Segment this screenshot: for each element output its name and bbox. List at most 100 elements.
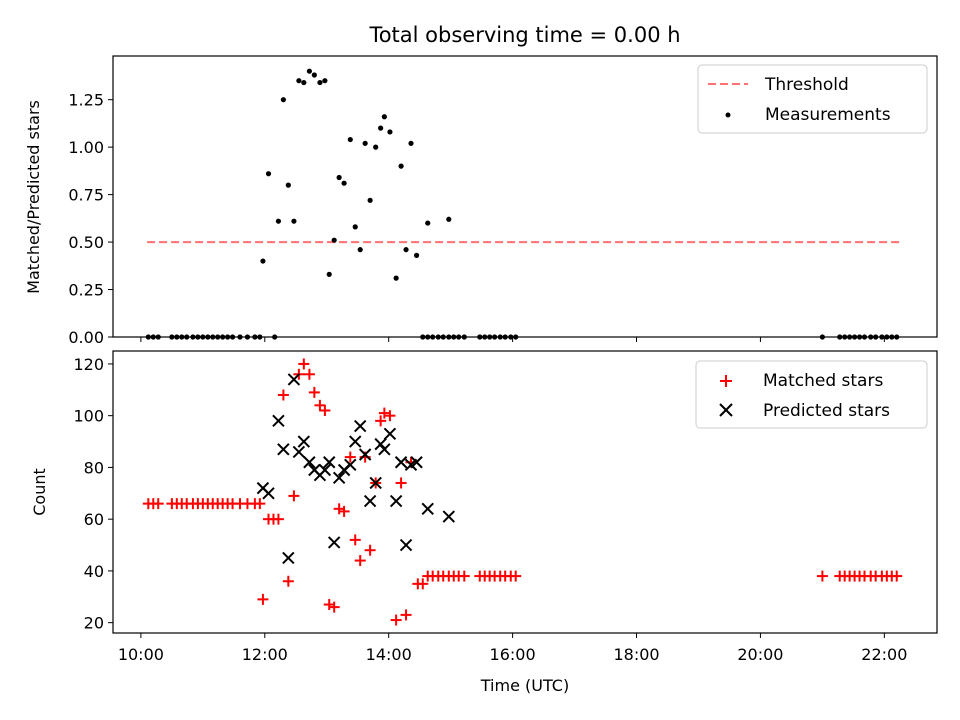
bottom-y-axis-label: Count xyxy=(30,468,49,516)
predicted-star-point xyxy=(399,538,413,552)
predicted-star-point xyxy=(383,427,397,440)
measurement-point xyxy=(398,163,404,169)
measurement-point xyxy=(296,78,302,84)
bottom-y-axis: 20 40 60 80 100 120 xyxy=(73,355,113,633)
measurement-point xyxy=(408,140,414,146)
measurement-point xyxy=(317,79,323,86)
predicted-star-point xyxy=(344,458,357,472)
measurement-point xyxy=(352,224,358,230)
predicted-star-point xyxy=(358,448,372,461)
measurement-point xyxy=(373,144,379,150)
measurement-point xyxy=(280,97,286,103)
matched-star-point xyxy=(510,570,522,582)
predicted-star-point xyxy=(323,456,336,469)
bottom-x-tick-label: 16:00 xyxy=(490,645,536,664)
predicted-star-point xyxy=(374,437,387,451)
matched-star-point xyxy=(349,534,361,546)
measurement-point xyxy=(326,271,332,277)
matched-star-point xyxy=(891,570,903,582)
measurement-point xyxy=(301,79,307,86)
top-y-tick-label: 0.75 xyxy=(68,186,104,205)
measurement-point xyxy=(275,218,282,224)
measurement-point xyxy=(362,140,368,146)
matched-star-point xyxy=(277,389,289,401)
matched-star-point xyxy=(364,544,376,556)
measurement-point xyxy=(265,171,272,177)
legend-matched-label: Matched stars xyxy=(763,371,883,391)
bottom-panel: 20 40 60 80 100 120 10:00 12:00 14:00 16:00 18:00… xyxy=(30,350,938,695)
measurement-point xyxy=(446,216,452,222)
bottom-y-tick-label: 40 xyxy=(84,562,104,581)
matched-star-point xyxy=(378,407,390,419)
legend-measurements-label: Measurements xyxy=(765,105,891,125)
bottom-legend-box xyxy=(695,360,928,429)
bottom-y-tick-label: 100 xyxy=(73,407,104,426)
measurement-point xyxy=(425,220,431,226)
predicted-star-point xyxy=(262,487,275,500)
bottom-x-axis: 10:00 12:00 14:00 16:00 18:00 20:00 22:00 xyxy=(118,633,907,664)
matched-star-point xyxy=(816,570,828,582)
matched-star-point xyxy=(314,399,326,411)
matched-star-point xyxy=(395,477,407,489)
bottom-x-tick-label: 12:00 xyxy=(242,645,288,664)
measurement-point xyxy=(331,237,337,243)
matched-star-point xyxy=(328,601,340,613)
top-panel: 0.00 0.25 0.50 0.75 1.00 1.25 Matched/Predict… xyxy=(24,55,938,347)
top-chart-title: Total observing time = 0.00 h xyxy=(368,23,680,47)
matched-star-point xyxy=(400,609,412,621)
predicted-star-point xyxy=(369,476,382,490)
top-legend: Threshold Measurements xyxy=(697,64,928,134)
predicted-star-point xyxy=(353,419,367,433)
bottom-plot-frame xyxy=(112,350,938,634)
predicted-star-point xyxy=(378,443,391,456)
top-y-axis: 0.00 0.25 0.50 0.75 1.00 1.25 xyxy=(68,91,113,347)
legend-predicted-swatch xyxy=(719,403,733,417)
measurement-point xyxy=(381,114,387,120)
legend-matched-swatch xyxy=(720,375,732,387)
bottom-x-tick-label: 18:00 xyxy=(613,645,659,664)
matched-star-point xyxy=(375,415,387,427)
top-legend-box xyxy=(697,64,928,134)
bottom-y-tick-label: 120 xyxy=(73,355,104,374)
top-plot-frame xyxy=(112,55,938,338)
bottom-y-tick-label: 80 xyxy=(84,458,104,477)
measurement-point xyxy=(403,247,409,253)
bottom-x-axis-label: Time (UTC) xyxy=(480,676,569,695)
measurement-point xyxy=(291,218,297,224)
predicted-star-point xyxy=(277,443,290,456)
predicted-star-point xyxy=(394,456,408,469)
measurement-point xyxy=(285,182,291,188)
matched-star-point xyxy=(282,575,294,587)
bottom-plot-marks xyxy=(142,358,903,626)
bottom-x-tick-label: 14:00 xyxy=(366,645,412,664)
predicted-star-point xyxy=(363,494,377,508)
predicted-star-point xyxy=(327,536,341,549)
bottom-x-tick-label: 20:00 xyxy=(737,645,783,664)
measurement-point xyxy=(260,258,266,264)
legend-measurements-swatch xyxy=(725,112,731,118)
predicted-star-point xyxy=(349,435,362,448)
predicted-star-point xyxy=(303,456,316,469)
top-y-tick-label: 1.00 xyxy=(68,138,104,157)
top-y-axis-label: Matched/Predicted stars xyxy=(24,100,43,294)
matched-star-point xyxy=(288,490,300,502)
predicted-star-point xyxy=(442,510,456,523)
measurement-point xyxy=(322,78,328,84)
matched-star-point xyxy=(390,614,402,626)
predicted-star-point xyxy=(421,502,434,516)
measurement-point xyxy=(341,180,347,186)
measurement-point xyxy=(393,275,399,281)
matched-star-point xyxy=(354,555,366,567)
matched-star-point xyxy=(152,498,164,510)
bottom-legend: Matched stars Predicted stars xyxy=(695,360,928,429)
legend-predicted-label: Predicted stars xyxy=(763,401,890,421)
matched-star-point xyxy=(323,599,335,611)
bottom-y-tick-label: 60 xyxy=(84,510,104,529)
matched-star-point xyxy=(254,498,266,510)
matched-star-point xyxy=(344,451,356,463)
top-x-ticks xyxy=(140,337,885,342)
predicted-star-point xyxy=(318,463,332,477)
measurement-point xyxy=(347,136,353,143)
bottom-x-tick-label: 10:00 xyxy=(118,645,164,664)
